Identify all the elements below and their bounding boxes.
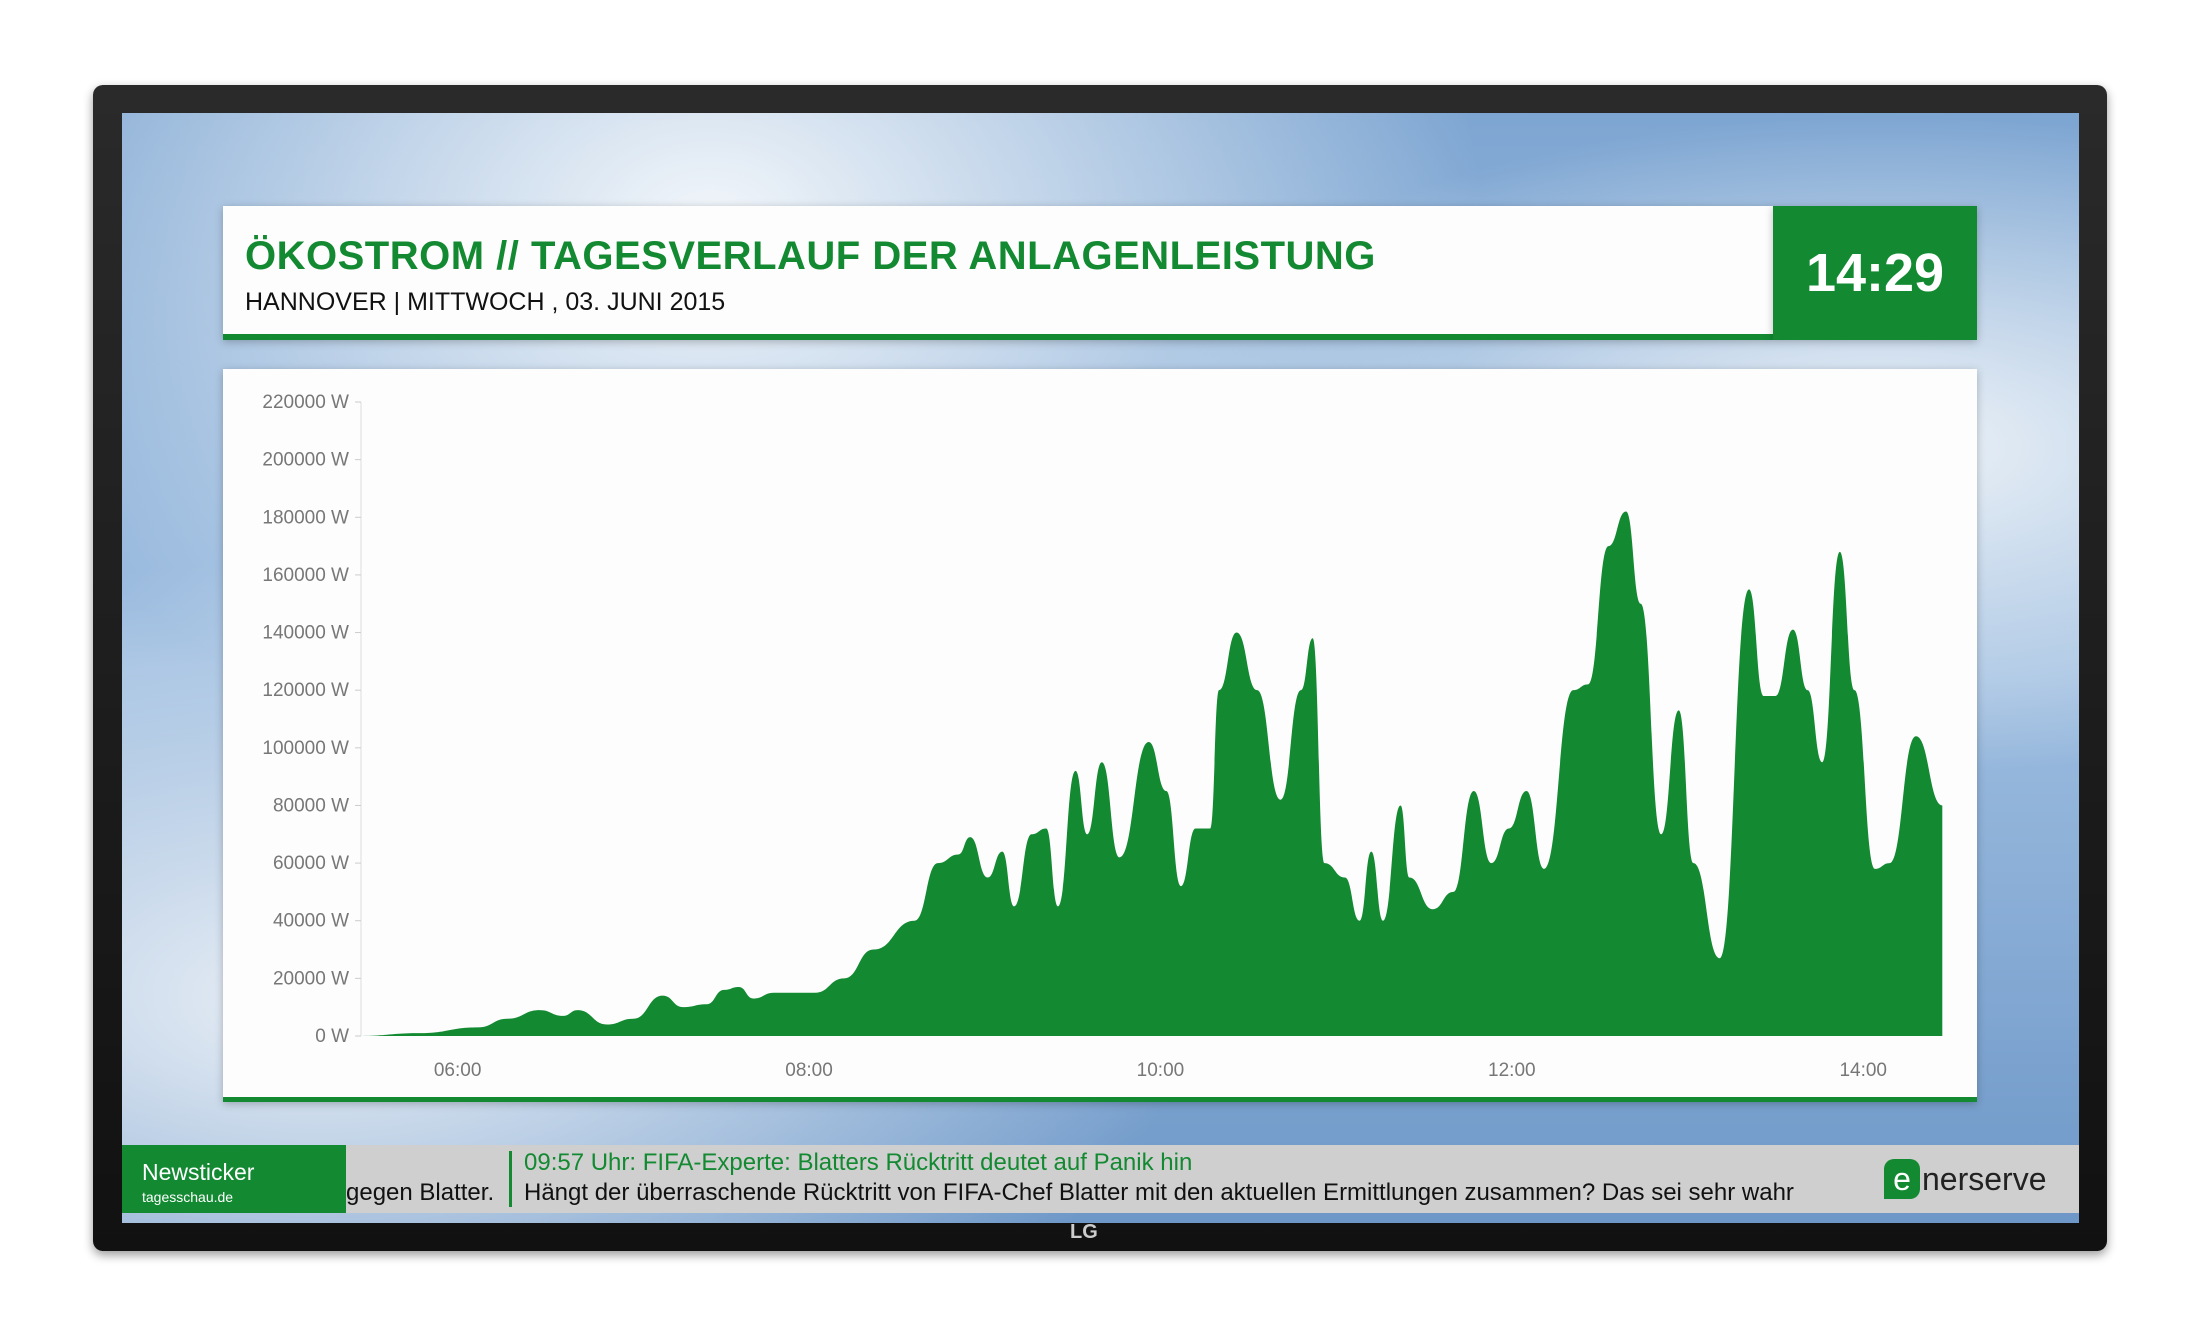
page-subtitle: HANNOVER | MITTWOCH , 03. JUNI 2015: [245, 288, 726, 316]
y-tick-label: 100000 W: [262, 738, 349, 759]
ticker-separator: [509, 1151, 512, 1207]
y-tick-label: 40000 W: [273, 911, 349, 932]
y-tick-label: 0 W: [315, 1026, 349, 1047]
x-tick-label: 08:00: [785, 1060, 833, 1081]
ticker-body: Hängt der überraschende Rücktritt von FI…: [524, 1179, 1794, 1206]
news-ticker: Newsticker tagesschau.de gegen Blatter. …: [122, 1145, 2079, 1213]
ticker-previous-text: gegen Blatter.: [346, 1179, 495, 1206]
lg-logo: LG: [1070, 1221, 1098, 1243]
y-tick-label: 160000 W: [262, 565, 349, 586]
ticker-source: tagesschau.de: [142, 1189, 234, 1205]
ticker-headline: 09:57 Uhr: FIFA-Experte: Blatters Rücktr…: [524, 1149, 1193, 1176]
x-tick-label: 10:00: [1137, 1060, 1185, 1081]
header-panel: ÖKOSTROM // TAGESVERLAUF DER ANLAGENLEIS…: [223, 206, 1773, 340]
y-tick-label: 20000 W: [273, 968, 349, 989]
y-tick-label: 60000 W: [273, 853, 349, 874]
ticker-label: Newsticker: [142, 1159, 255, 1185]
signage-screen: ÖKOSTROM // TAGESVERLAUF DER ANLAGENLEIS…: [122, 113, 2079, 1223]
y-tick-label: 120000 W: [262, 680, 349, 701]
y-tick-label: 200000 W: [262, 450, 349, 471]
power-area-chart: 0 W 20000 W 40000 W 60000 W 80000 W 100000 W 1…: [262, 392, 1943, 1081]
y-tick-label: 180000 W: [262, 507, 349, 528]
x-tick-label: 14:00: [1839, 1060, 1887, 1081]
logo-e-mark: e: [1884, 1159, 1920, 1199]
x-tick-label: 06:00: [434, 1060, 482, 1081]
power-area-series: [358, 511, 1943, 1036]
logo-text: nerserve: [1922, 1160, 2047, 1197]
chart-card: 0 W 20000 W 40000 W 60000 W 80000 W 100000 W 1…: [223, 369, 1977, 1102]
ticker-label-box: Newsticker tagesschau.de: [122, 1145, 346, 1213]
x-tick-label: 12:00: [1488, 1060, 1536, 1081]
clock: 14:29: [1773, 206, 1977, 340]
enerserve-logo: e nerserve: [1884, 1159, 2047, 1199]
y-tick-label: 220000 W: [262, 392, 349, 413]
y-tick-label: 140000 W: [262, 623, 349, 644]
y-tick-label: 80000 W: [273, 795, 349, 816]
page-title: ÖKOSTROM // TAGESVERLAUF DER ANLAGENLEIS…: [245, 234, 1376, 278]
